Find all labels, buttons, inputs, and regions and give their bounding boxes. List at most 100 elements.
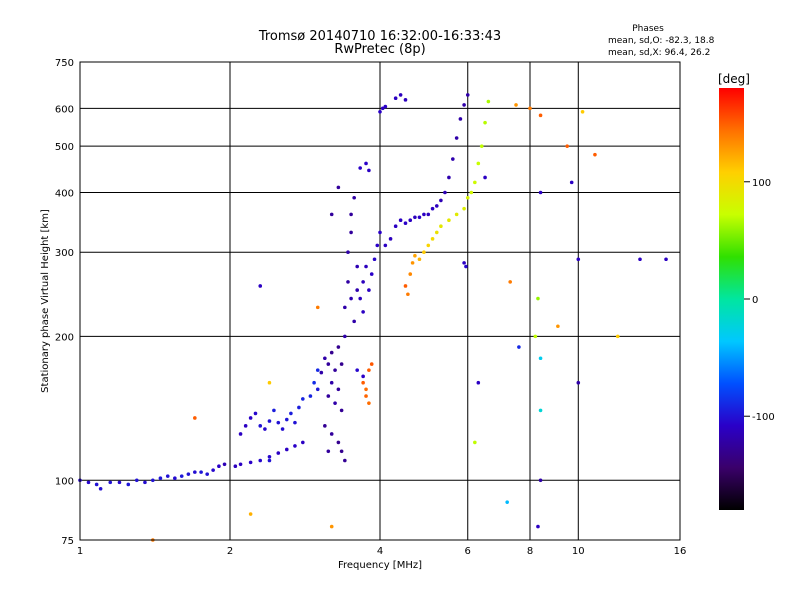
data-point — [508, 280, 512, 284]
data-point — [536, 296, 540, 301]
data-point — [329, 524, 334, 529]
data-point — [143, 480, 147, 485]
data-point — [134, 478, 139, 483]
data-point — [117, 480, 122, 485]
data-point — [326, 394, 331, 398]
data-point — [664, 257, 668, 262]
data-point — [439, 224, 443, 229]
data-point — [329, 212, 334, 217]
data-point — [569, 180, 574, 185]
data-point — [258, 424, 263, 428]
data-point — [403, 98, 408, 102]
y-tick-label: 500 — [55, 142, 74, 153]
data-point — [454, 212, 459, 217]
data-point — [355, 288, 359, 292]
data-point — [580, 110, 585, 114]
data-point — [538, 113, 543, 118]
data-point — [364, 264, 368, 269]
data-point — [556, 324, 560, 329]
x-tick-label: 4 — [377, 546, 383, 557]
data-point — [346, 250, 350, 255]
data-point — [465, 195, 470, 200]
data-point — [483, 120, 487, 125]
data-point — [94, 482, 99, 487]
data-point — [434, 204, 439, 208]
data-point — [615, 334, 620, 339]
phases-o-line: mean, sd,O: -82.3, 18.8 — [608, 36, 715, 46]
data-point — [276, 420, 281, 425]
data-point — [336, 387, 341, 392]
y-tick-labels: 75 100 200 300 400 500 600 750 — [55, 58, 74, 547]
data-point — [86, 480, 91, 485]
data-point — [248, 460, 253, 465]
data-point — [276, 451, 281, 455]
y-tick-label: 600 — [55, 104, 74, 115]
data-point — [199, 470, 203, 474]
data-point — [476, 161, 481, 166]
data-point — [267, 380, 272, 385]
data-point — [336, 440, 341, 445]
data-point — [263, 427, 267, 431]
data-point — [238, 462, 243, 467]
data-point — [378, 110, 382, 114]
data-point — [355, 368, 359, 372]
data-point — [258, 458, 263, 463]
data-point — [369, 272, 374, 276]
data-point — [211, 468, 215, 472]
data-point — [417, 215, 422, 220]
data-point — [364, 394, 368, 398]
x-tick-label: 16 — [674, 546, 687, 557]
data-point — [217, 464, 221, 469]
data-point — [301, 397, 305, 401]
data-point — [343, 305, 347, 310]
data-point — [378, 230, 382, 235]
data-point — [538, 478, 543, 483]
data-point — [398, 218, 403, 223]
data-point — [473, 440, 477, 445]
data-point — [289, 411, 293, 416]
data-point — [364, 161, 368, 166]
data-point — [267, 454, 272, 459]
data-point — [434, 230, 439, 235]
phases-x-line: mean, sd,X: 96.4, 26.2 — [608, 48, 710, 58]
y-tick-label: 400 — [55, 188, 74, 199]
data-point — [408, 218, 413, 223]
data-point — [151, 478, 155, 483]
data-point — [476, 380, 481, 385]
data-point — [293, 444, 297, 448]
data-point — [361, 380, 365, 385]
data-point — [369, 362, 374, 366]
data-point — [329, 350, 334, 355]
data-point — [297, 405, 301, 410]
y-tick-label: 75 — [61, 536, 74, 547]
colorbar-label: [deg] — [718, 72, 750, 86]
data-point — [473, 180, 477, 185]
data-point — [430, 237, 435, 241]
data-point — [528, 106, 532, 111]
data-point — [319, 370, 324, 375]
data-point — [293, 420, 297, 425]
data-point — [454, 136, 459, 140]
data-point — [243, 424, 248, 428]
data-point — [388, 237, 393, 241]
data-point — [403, 284, 408, 288]
data-point — [576, 380, 581, 385]
colorbar — [719, 88, 744, 510]
data-point — [462, 103, 466, 107]
data-point — [408, 272, 413, 276]
colorbar-tick-label: -100 — [752, 412, 775, 423]
data-point — [367, 168, 371, 173]
data-point — [108, 480, 113, 485]
data-point — [205, 472, 209, 476]
data-point — [426, 243, 431, 248]
data-point — [372, 257, 377, 262]
data-point — [248, 416, 253, 420]
data-point — [193, 470, 197, 474]
data-point — [367, 288, 371, 292]
data-point — [323, 424, 327, 428]
data-point — [349, 212, 353, 217]
data-point — [238, 432, 243, 436]
x-axis-label: Frequency [MHz] — [338, 560, 422, 571]
data-point — [398, 93, 403, 97]
data-point — [355, 264, 359, 269]
